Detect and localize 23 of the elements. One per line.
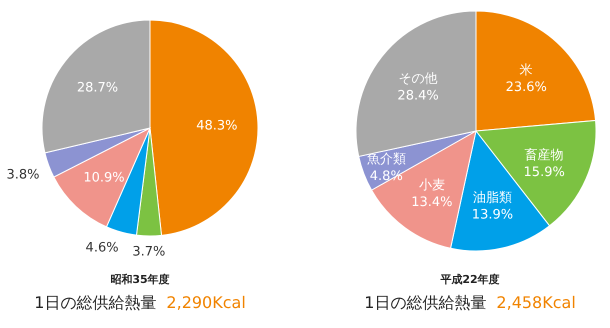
data-label: 28.4%	[397, 88, 439, 104]
data-label: 3.8%	[6, 168, 40, 183]
slice-label: 畜産物	[524, 146, 564, 163]
text: 2,290Kcal	[166, 293, 246, 312]
slice-label: その他	[398, 71, 438, 86]
data-label: 15.9%	[524, 164, 565, 180]
slice-label: 米	[520, 63, 533, 78]
data-label: 48.3%	[196, 118, 238, 134]
data-label: 28.7%	[76, 80, 118, 96]
data-label: 13.4%	[411, 194, 453, 210]
slice-label: 魚介類	[366, 152, 406, 168]
text: 昭和35年度	[110, 273, 170, 286]
slice-label: 油脂類	[472, 190, 512, 206]
data-label: 4.6%	[86, 240, 119, 256]
text: 1日の総供給熱量	[34, 293, 156, 312]
text: 平成22年度	[439, 273, 500, 286]
slice-label: 小麦	[418, 178, 445, 193]
data-label: 13.9%	[472, 208, 514, 223]
data-label: 10.9%	[83, 170, 125, 186]
data-label: 23.6%	[506, 80, 547, 96]
text: 1日の総供給熱量	[364, 293, 486, 312]
data-label: 3.7%	[132, 244, 166, 260]
text: 2,458Kcal	[496, 293, 576, 312]
